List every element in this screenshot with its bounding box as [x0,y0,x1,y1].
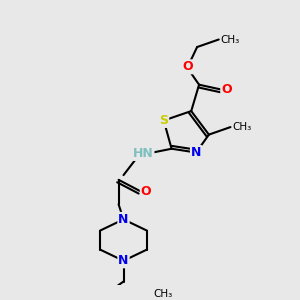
Text: N: N [118,254,129,267]
Text: S: S [159,114,168,127]
Text: HN: HN [133,147,154,160]
Text: O: O [141,184,152,198]
Text: N: N [118,213,129,226]
Text: O: O [221,83,232,96]
Text: O: O [182,60,193,73]
Text: CH₃: CH₃ [154,289,173,299]
Text: CH₃: CH₃ [221,34,240,44]
Text: N: N [191,146,201,159]
Text: CH₃: CH₃ [232,122,252,132]
